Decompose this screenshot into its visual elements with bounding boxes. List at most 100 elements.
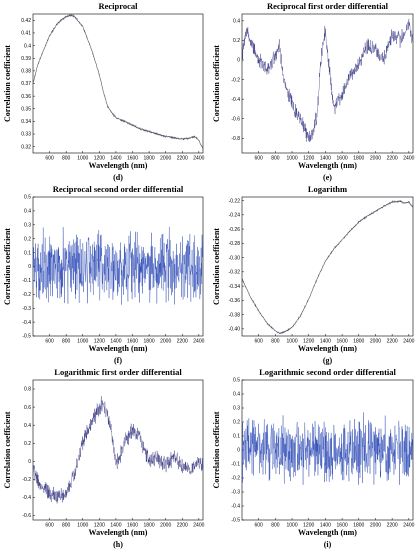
y-tick-label: 0.34 bbox=[21, 119, 31, 125]
series-line bbox=[241, 199, 414, 335]
chart-svg: Reciprocal 600 800 1000 1200 1400 1600 1800 2000… bbox=[3, 1, 205, 182]
x-tick-label: 2400 bbox=[403, 523, 414, 529]
y-tick-label: 0.5 bbox=[233, 378, 240, 384]
y-tick-label: -0.6 bbox=[22, 513, 31, 519]
chart-svg: Reciprocal second order differential 600 8… bbox=[3, 184, 205, 365]
y-tick-label: -0.2 bbox=[231, 476, 240, 482]
plot-area bbox=[32, 13, 204, 154]
x-tick-label: 800 bbox=[271, 523, 280, 529]
x-tick-label: 2200 bbox=[177, 156, 188, 162]
x-tick-label: 2400 bbox=[403, 339, 414, 345]
y-tick-label: 0.6 bbox=[24, 405, 31, 411]
series-line bbox=[32, 226, 204, 305]
y-tick-label: -0.3 bbox=[22, 306, 31, 312]
plot-area bbox=[241, 13, 414, 154]
x-tick-label: 1000 bbox=[286, 523, 297, 529]
y-axis-label: Correlation coefficient bbox=[212, 411, 221, 488]
chart-panel-i: Logarithmic second order differential 600… bbox=[209, 366, 419, 550]
y-tick-label: 0.41 bbox=[21, 31, 31, 37]
x-tick-label: 1200 bbox=[303, 523, 314, 529]
y-tick-label: 0.2 bbox=[24, 236, 31, 242]
y-tick-label: 0.2 bbox=[233, 420, 240, 426]
y-tick-label: -0.26 bbox=[229, 227, 241, 233]
x-tick-label: 1000 bbox=[77, 339, 88, 345]
y-tick-label: -0.2 bbox=[231, 77, 240, 83]
y-tick-label: -0.1 bbox=[231, 462, 240, 468]
x-tick-label: 1400 bbox=[110, 523, 121, 529]
x-tick-label: 1800 bbox=[353, 523, 364, 529]
x-tick-label: 800 bbox=[62, 156, 71, 162]
x-tick-label: 1800 bbox=[144, 523, 155, 529]
y-tick-label: 0.8 bbox=[24, 387, 31, 393]
y-axis-label: Correlation coefficient bbox=[212, 45, 221, 122]
y-tick-label: 0.4 bbox=[233, 392, 240, 398]
x-tick-label: 800 bbox=[271, 156, 280, 162]
x-tick-label: 1600 bbox=[127, 523, 138, 529]
plot-area bbox=[32, 379, 204, 521]
x-tick-label: 1200 bbox=[94, 523, 105, 529]
series-line bbox=[241, 18, 414, 142]
x-tick-label: 2200 bbox=[387, 156, 398, 162]
y-tick-label: 0.36 bbox=[21, 94, 31, 100]
x-tick-label: 600 bbox=[45, 339, 54, 345]
chart-panel-d: Reciprocal 600 800 1000 1200 1400 1600 1800 2000… bbox=[0, 0, 209, 183]
y-axis-label: Correlation coefficient bbox=[3, 45, 12, 122]
y-tick-label: 0.42 bbox=[21, 18, 31, 24]
y-axis-label: Correlation coefficient bbox=[212, 228, 221, 305]
panel-letter: (d) bbox=[113, 173, 123, 182]
y-tick-label: -0.2 bbox=[22, 292, 31, 298]
y-tick-label: 0.2 bbox=[233, 38, 240, 44]
x-tick-label: 1600 bbox=[337, 523, 348, 529]
x-tick-label: 600 bbox=[45, 523, 54, 529]
x-tick-label: 600 bbox=[45, 156, 54, 162]
series-line bbox=[32, 396, 204, 504]
x-tick-label: 1400 bbox=[110, 156, 121, 162]
x-tick-label: 1800 bbox=[353, 156, 364, 162]
x-tick-label: 800 bbox=[62, 523, 71, 529]
chart-title: Logarithmic first order differential bbox=[54, 367, 182, 377]
y-tick-label: -0.4 bbox=[22, 495, 31, 501]
x-tick-label: 2000 bbox=[160, 156, 171, 162]
x-tick-label: 1800 bbox=[353, 339, 364, 345]
x-tick-label: 2000 bbox=[160, 523, 171, 529]
x-tick-label: 1600 bbox=[337, 339, 348, 345]
x-tick-label: 1600 bbox=[127, 339, 138, 345]
x-tick-label: 2200 bbox=[387, 523, 398, 529]
y-tick-label: 0 bbox=[28, 264, 31, 270]
x-tick-label: 2400 bbox=[193, 339, 204, 345]
x-tick-label: 1400 bbox=[320, 156, 331, 162]
x-tick-label: 1400 bbox=[110, 339, 121, 345]
x-axis-label: Wavelength (nm) bbox=[298, 344, 357, 353]
y-tick-label: 0.37 bbox=[21, 81, 31, 87]
y-tick-label: 0.38 bbox=[21, 69, 31, 75]
plot-area bbox=[241, 196, 414, 337]
chart-title: Logarithmic second order differential bbox=[259, 367, 396, 377]
x-tick-label: 2200 bbox=[387, 339, 398, 345]
x-tick-label: 1400 bbox=[320, 523, 331, 529]
x-axis-label: Wavelength (nm) bbox=[298, 161, 357, 170]
panel-letter: (e) bbox=[323, 173, 332, 182]
y-tick-label: 0.32 bbox=[21, 144, 31, 150]
x-tick-label: 1800 bbox=[144, 339, 155, 345]
y-tick-label: 0 bbox=[237, 58, 240, 64]
x-tick-label: 1000 bbox=[286, 156, 297, 162]
chart-panel-h: Logarithmic first order differential 600 8… bbox=[0, 366, 209, 550]
y-tick-label: -0.4 bbox=[231, 97, 240, 103]
y-tick-label: 0 bbox=[237, 448, 240, 454]
y-axis-label: Correlation coefficient bbox=[3, 228, 12, 305]
chart-panel-f: Reciprocal second order differential 600 8… bbox=[0, 183, 209, 366]
x-tick-label: 1200 bbox=[303, 339, 314, 345]
chart-panel-e: Reciprocal first order differential 600 80… bbox=[209, 0, 419, 183]
y-tick-label: 0.4 bbox=[24, 209, 31, 215]
y-tick-label: 0 bbox=[28, 459, 31, 465]
x-tick-label: 2200 bbox=[177, 523, 188, 529]
x-tick-label: 600 bbox=[255, 156, 264, 162]
x-tick-label: 2400 bbox=[193, 156, 204, 162]
y-axis-label: Correlation coefficient bbox=[3, 411, 12, 488]
panel-letter: (g) bbox=[323, 356, 333, 365]
y-tick-label: 0.1 bbox=[233, 434, 240, 440]
panel-letter: (h) bbox=[113, 540, 123, 549]
x-tick-label: 2000 bbox=[370, 523, 381, 529]
x-tick-label: 2000 bbox=[370, 156, 381, 162]
x-tick-label: 1600 bbox=[337, 156, 348, 162]
